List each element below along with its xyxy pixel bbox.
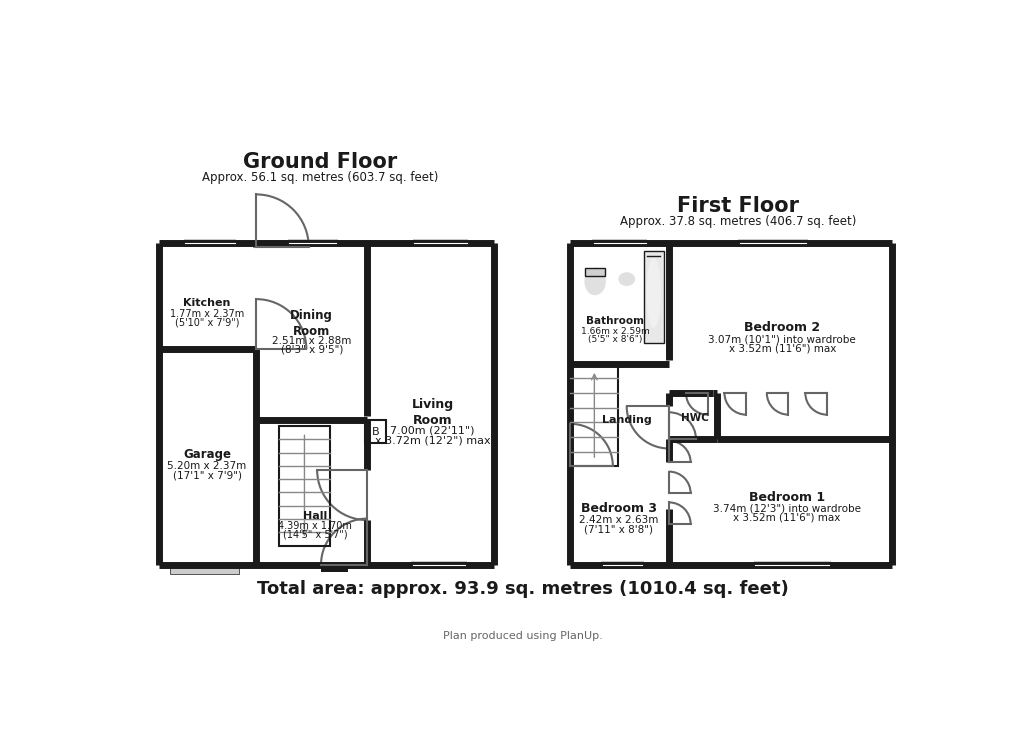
Text: 4.39m x 1.70m: 4.39m x 1.70m [277,521,352,531]
Bar [593,241,645,245]
Bar [602,563,642,567]
Text: Plan produced using PlanUp.: Plan produced using PlanUp. [442,631,602,641]
Text: Kitchen: Kitchen [183,298,230,308]
Bar [170,565,239,574]
Bar [591,239,647,247]
Text: HWC: HWC [680,413,708,422]
Text: x 3.52m (11'6") max: x 3.52m (11'6") max [733,513,840,523]
Bar [643,250,663,343]
Bar [413,239,468,247]
Text: (7'11" x 8'8"): (7'11" x 8'8") [584,525,653,534]
Text: 3.74m (12'3") into wardrobe: 3.74m (12'3") into wardrobe [712,504,860,514]
Text: Approx. 56.1 sq. metres (603.7 sq. feet): Approx. 56.1 sq. metres (603.7 sq. feet) [202,171,438,184]
Text: Hall: Hall [303,511,327,521]
Ellipse shape [585,268,604,294]
Ellipse shape [646,259,660,328]
Bar [739,241,805,245]
Text: Approx. 37.8 sq. metres (406.7 sq. feet): Approx. 37.8 sq. metres (406.7 sq. feet) [620,215,856,228]
Bar [287,239,337,247]
Bar [411,562,466,568]
Text: Bedroom 2: Bedroom 2 [744,321,819,334]
Bar [321,565,347,573]
Bar [753,562,829,568]
Text: Dining
Room: Dining Room [290,309,333,339]
Bar [585,268,604,276]
Text: Living
Room: Living Room [412,398,453,427]
Text: Landing: Landing [601,415,651,425]
Bar [601,562,643,568]
Text: 2.42m x 2.63m: 2.42m x 2.63m [579,515,658,525]
Text: 3.07m (10'1") into wardrobe: 3.07m (10'1") into wardrobe [707,334,855,344]
Text: (14'5" x 5'7"): (14'5" x 5'7") [282,530,346,539]
Text: 2.51m x 2.88m: 2.51m x 2.88m [272,336,352,346]
Bar [183,239,236,247]
Text: 1.66m x 2.59m: 1.66m x 2.59m [580,327,649,336]
Ellipse shape [619,273,634,285]
Text: 7.00m (22'11"): 7.00m (22'11") [390,426,475,436]
Bar [754,563,828,567]
Text: (5'10" x 7'9"): (5'10" x 7'9") [174,317,239,328]
Text: Ground Floor: Ground Floor [243,152,397,172]
Bar [289,241,336,245]
Text: 1.77m x 2.37m: 1.77m x 2.37m [170,309,244,319]
Text: x 3.52m (11'6") max: x 3.52m (11'6") max [728,343,836,353]
Text: x 3.72m (12'2") max: x 3.72m (12'2") max [374,435,490,445]
Bar [413,563,465,567]
Bar [365,420,386,443]
Text: Garage: Garage [182,448,231,461]
Bar [570,364,618,466]
Text: (5'5" x 8'6"): (5'5" x 8'6") [587,335,642,344]
Bar [414,241,466,245]
Text: Bedroom 3: Bedroom 3 [581,502,656,515]
Text: Bedroom 1: Bedroom 1 [748,491,824,504]
Text: (17'1" x 7'9"): (17'1" x 7'9") [172,471,242,480]
Text: First Floor: First Floor [677,196,799,216]
Text: (8'3" x 9'5"): (8'3" x 9'5") [280,344,342,354]
Bar [185,241,234,245]
Text: Bathroom: Bathroom [586,316,644,327]
Text: 5.20m x 2.37m: 5.20m x 2.37m [167,461,247,471]
Bar [278,426,330,545]
Bar [738,239,807,247]
Text: Total area: approx. 93.9 sq. metres (1010.4 sq. feet): Total area: approx. 93.9 sq. metres (101… [257,580,788,599]
Text: B: B [372,427,379,436]
